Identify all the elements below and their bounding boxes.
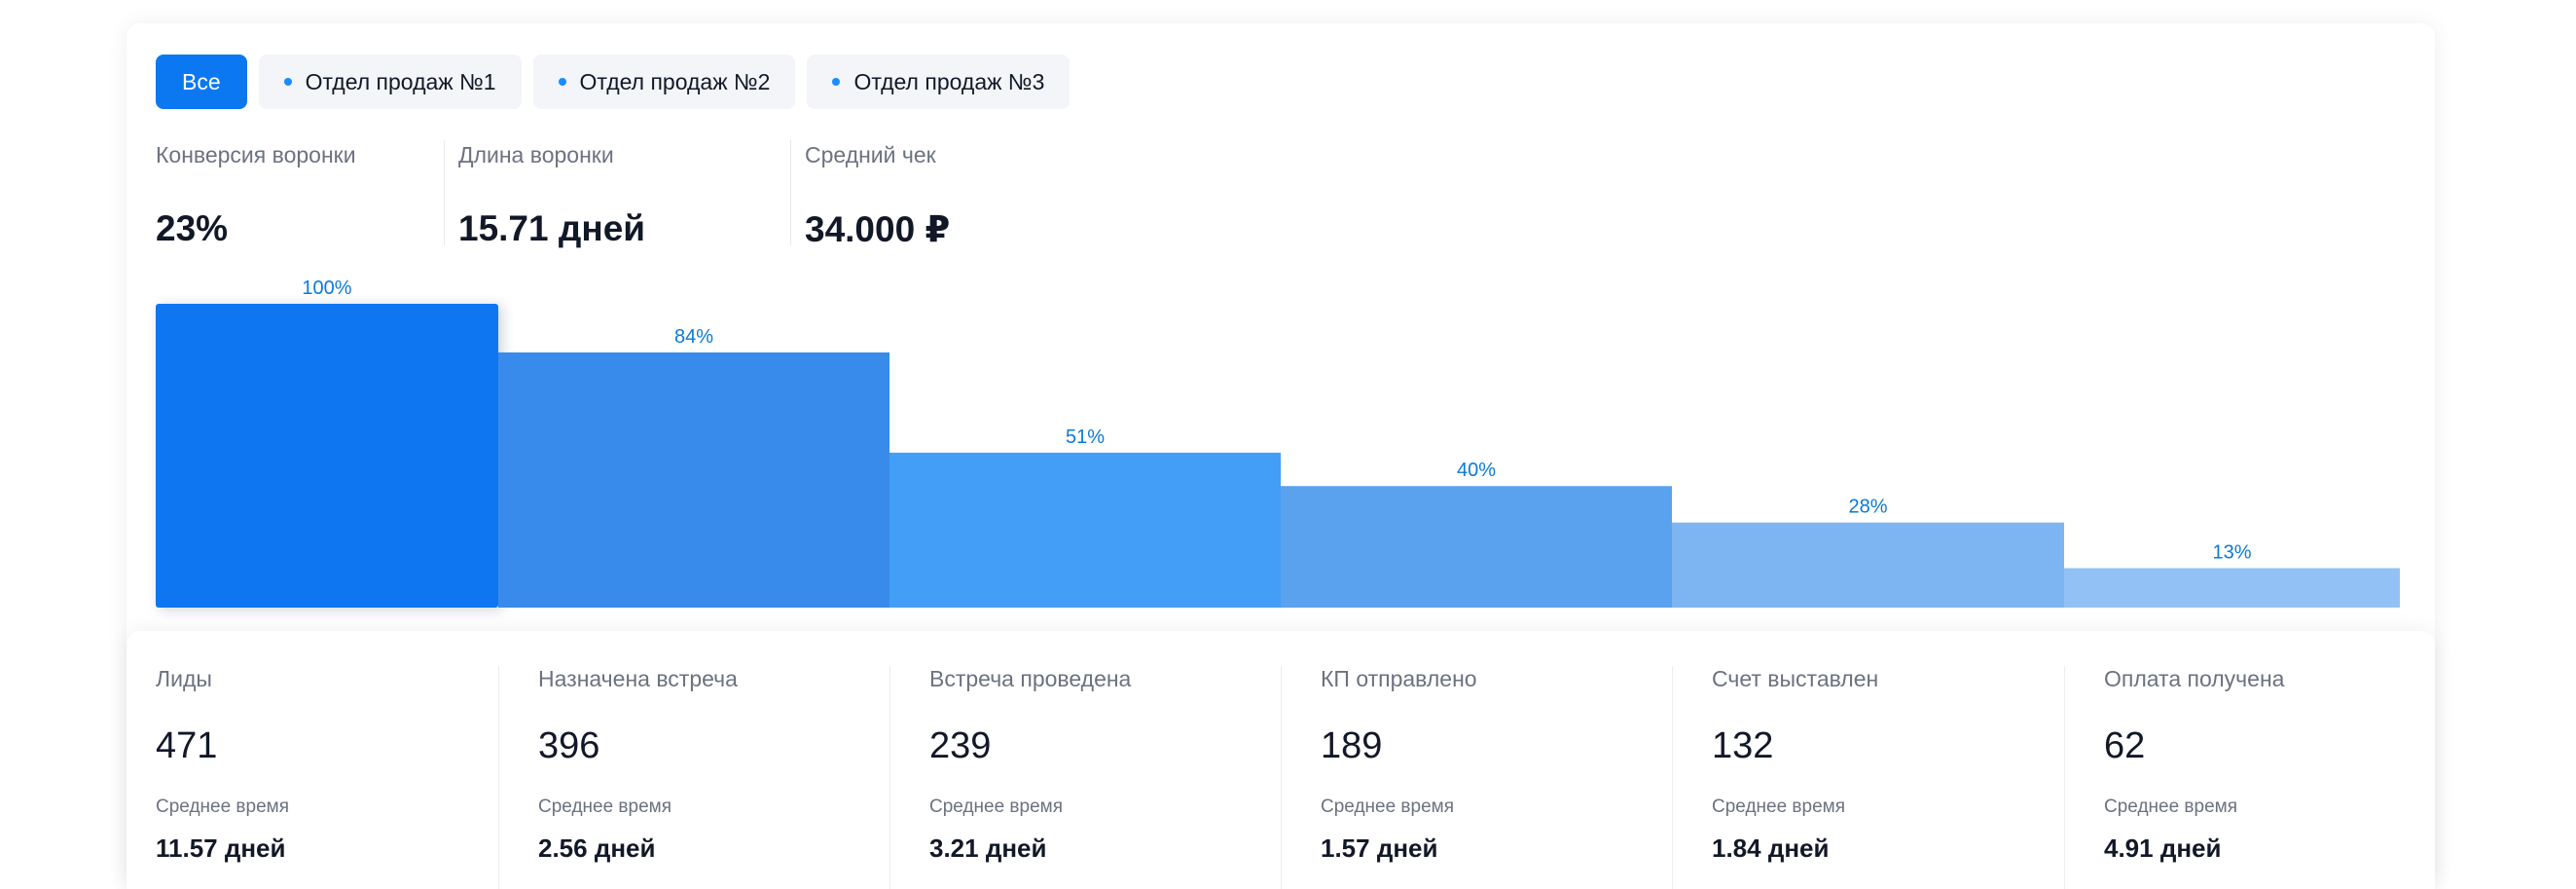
metric-average-check-value: 34.000 ₽ (805, 209, 951, 249)
metric-funnel-length-label: Длина воронки (458, 142, 614, 167)
bar-meeting-held[interactable] (889, 452, 1281, 608)
stage-count: 62 (2104, 725, 2146, 766)
stage-avg-time: 4.91 дней (2104, 833, 2222, 863)
stage-count: 396 (538, 725, 600, 766)
tab-all-label: Все (182, 68, 221, 94)
stage-count: 132 (1712, 725, 1774, 766)
metric-conversion-value: 23% (156, 208, 229, 248)
stage-name: КП отправлено (1321, 666, 1477, 691)
funnel-metrics: Конверсия воронки 23% Длина воронки 15.7… (156, 140, 1082, 249)
dot-icon (558, 78, 566, 86)
bar-label-proposal-sent: 40% (1457, 460, 1496, 481)
tab-sales-dept-2[interactable]: Отдел продаж №2 (532, 55, 796, 109)
bar-label-payment-received: 13% (2212, 541, 2251, 563)
stage-count: 189 (1321, 725, 1383, 766)
bar-label-leads: 100% (302, 278, 351, 299)
stage-meeting-scheduled: Назначена встреча 396 Среднее время 2.56… (498, 666, 889, 889)
stage-name: Назначена встреча (538, 666, 738, 691)
dot-icon (283, 78, 292, 86)
department-tabs: Все Отдел продаж №1 Отдел продаж №2 Отде… (156, 55, 1070, 109)
metric-conversion: Конверсия воронки 23% (156, 140, 444, 248)
tab-sales-dept-2-label: Отдел продаж №2 (579, 68, 771, 94)
stage-avg-time: 2.56 дней (538, 833, 656, 863)
metric-funnel-length: Длина воронки 15.71 дней (444, 140, 790, 248)
tab-sales-dept-1[interactable]: Отдел продаж №1 (258, 55, 522, 109)
tab-all[interactable]: Все (156, 55, 247, 109)
stage-avg-time: 3.21 дней (929, 833, 1047, 863)
stage-avg-label: Среднее время (156, 796, 290, 817)
stage-count: 239 (929, 725, 992, 766)
bar-meeting-scheduled[interactable] (498, 352, 889, 608)
stage-avg-time: 11.57 дней (156, 833, 286, 863)
tab-sales-dept-3[interactable]: Отдел продаж №3 (807, 55, 1070, 109)
stage-avg-time: 1.57 дней (1321, 833, 1438, 863)
stage-name: Встреча проведена (929, 666, 1132, 691)
stage-avg-time: 1.84 дней (1712, 833, 1830, 863)
stage-meeting-held: Встреча проведена 239 Среднее время 3.21… (889, 666, 1281, 889)
stage-count: 471 (156, 725, 218, 766)
metric-average-check-label: Средний чек (805, 142, 936, 167)
metric-funnel-length-value: 15.71 дней (458, 208, 646, 248)
stage-name: Счет выставлен (1712, 666, 1879, 691)
stage-invoice-issued: Счет выставлен 132 Среднее время 1.84 дн… (1672, 666, 2064, 889)
metric-average-check: Средний чек 34.000 ₽ (790, 140, 1082, 249)
bar-invoice-issued[interactable] (1672, 522, 2064, 608)
tab-sales-dept-3-label: Отдел продаж №3 (853, 68, 1045, 94)
metric-conversion-label: Конверсия воронки (156, 142, 356, 167)
stage-proposal-sent: КП отправлено 189 Среднее время 1.57 дне… (1281, 666, 1672, 889)
stage-avg-label: Среднее время (1712, 796, 1846, 817)
bar-proposal-sent[interactable] (1281, 486, 1672, 608)
stage-avg-label: Среднее время (1321, 796, 1455, 817)
stage-avg-label: Среднее время (2104, 796, 2238, 817)
stage-payment-received: Оплата получена 62 Среднее время 4.91 дн… (2064, 666, 2433, 889)
bar-label-meeting-scheduled: 84% (674, 326, 713, 348)
tab-sales-dept-1-label: Отдел продаж №1 (305, 68, 496, 94)
stage-avg-label: Среднее время (538, 796, 672, 817)
bar-leads[interactable] (156, 304, 498, 608)
stage-leads: Лиды 471 Среднее время 11.57 дней (156, 666, 498, 889)
bar-label-invoice-issued: 28% (1848, 497, 1887, 518)
bar-label-meeting-held: 51% (1066, 426, 1105, 448)
dot-icon (832, 78, 841, 86)
stage-name: Лиды (156, 666, 212, 691)
bar-payment-received[interactable] (2064, 568, 2400, 608)
stage-name: Оплата получена (2104, 666, 2285, 691)
stage-avg-label: Среднее время (929, 796, 1064, 817)
